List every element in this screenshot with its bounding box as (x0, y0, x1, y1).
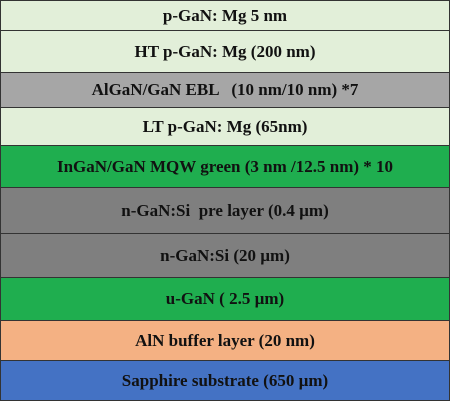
layer: AlGaN/GaN EBL (10 nm/10 nm) *7 (0, 72, 450, 108)
layer: n-GaN:Si pre layer (0.4 µm) (0, 187, 450, 234)
layer: LT p-GaN: Mg (65nm) (0, 107, 450, 146)
layer: HT p-GaN: Mg (200 nm) (0, 30, 450, 73)
layer: n-GaN:Si (20 µm) (0, 233, 450, 278)
layer: AlN buffer layer (20 nm) (0, 320, 450, 361)
layer: u-GaN ( 2.5 µm) (0, 277, 450, 321)
layer: p-GaN: Mg 5 nm (0, 0, 450, 31)
layer: Sapphire substrate (650 µm) (0, 360, 450, 401)
layer: InGaN/GaN MQW green (3 nm /12.5 nm) * 10 (0, 145, 450, 188)
